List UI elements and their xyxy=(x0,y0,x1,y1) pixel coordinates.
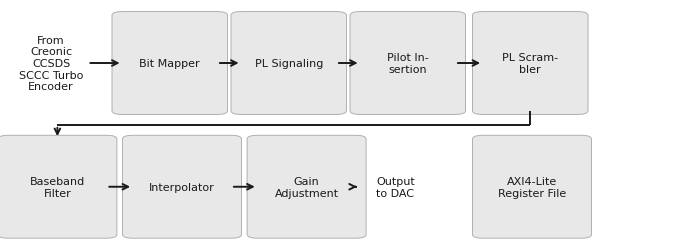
Text: Pilot In-
sertion: Pilot In- sertion xyxy=(387,53,428,74)
Text: Baseband
Filter: Baseband Filter xyxy=(30,176,85,198)
Text: PL Signaling: PL Signaling xyxy=(255,59,323,69)
FancyBboxPatch shape xyxy=(473,136,592,238)
Text: AXI4-Lite
Register File: AXI4-Lite Register File xyxy=(498,176,566,198)
FancyBboxPatch shape xyxy=(247,136,366,238)
Text: PL Scram-
bler: PL Scram- bler xyxy=(502,53,559,74)
FancyBboxPatch shape xyxy=(122,136,241,238)
FancyBboxPatch shape xyxy=(473,12,588,115)
FancyBboxPatch shape xyxy=(350,12,466,115)
FancyBboxPatch shape xyxy=(0,136,117,238)
Text: Gain
Adjustment: Gain Adjustment xyxy=(274,176,339,198)
Text: From
Creonic
CCSDS
SCCC Turbo
Encoder: From Creonic CCSDS SCCC Turbo Encoder xyxy=(19,36,83,92)
Text: Bit Mapper: Bit Mapper xyxy=(139,59,200,69)
Text: Interpolator: Interpolator xyxy=(149,182,215,192)
FancyBboxPatch shape xyxy=(231,12,346,115)
FancyBboxPatch shape xyxy=(112,12,228,115)
Text: Output
to DAC: Output to DAC xyxy=(376,176,415,198)
